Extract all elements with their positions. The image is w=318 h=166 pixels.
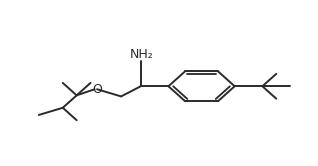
Text: O: O xyxy=(92,83,102,96)
Text: NH₂: NH₂ xyxy=(129,48,153,61)
